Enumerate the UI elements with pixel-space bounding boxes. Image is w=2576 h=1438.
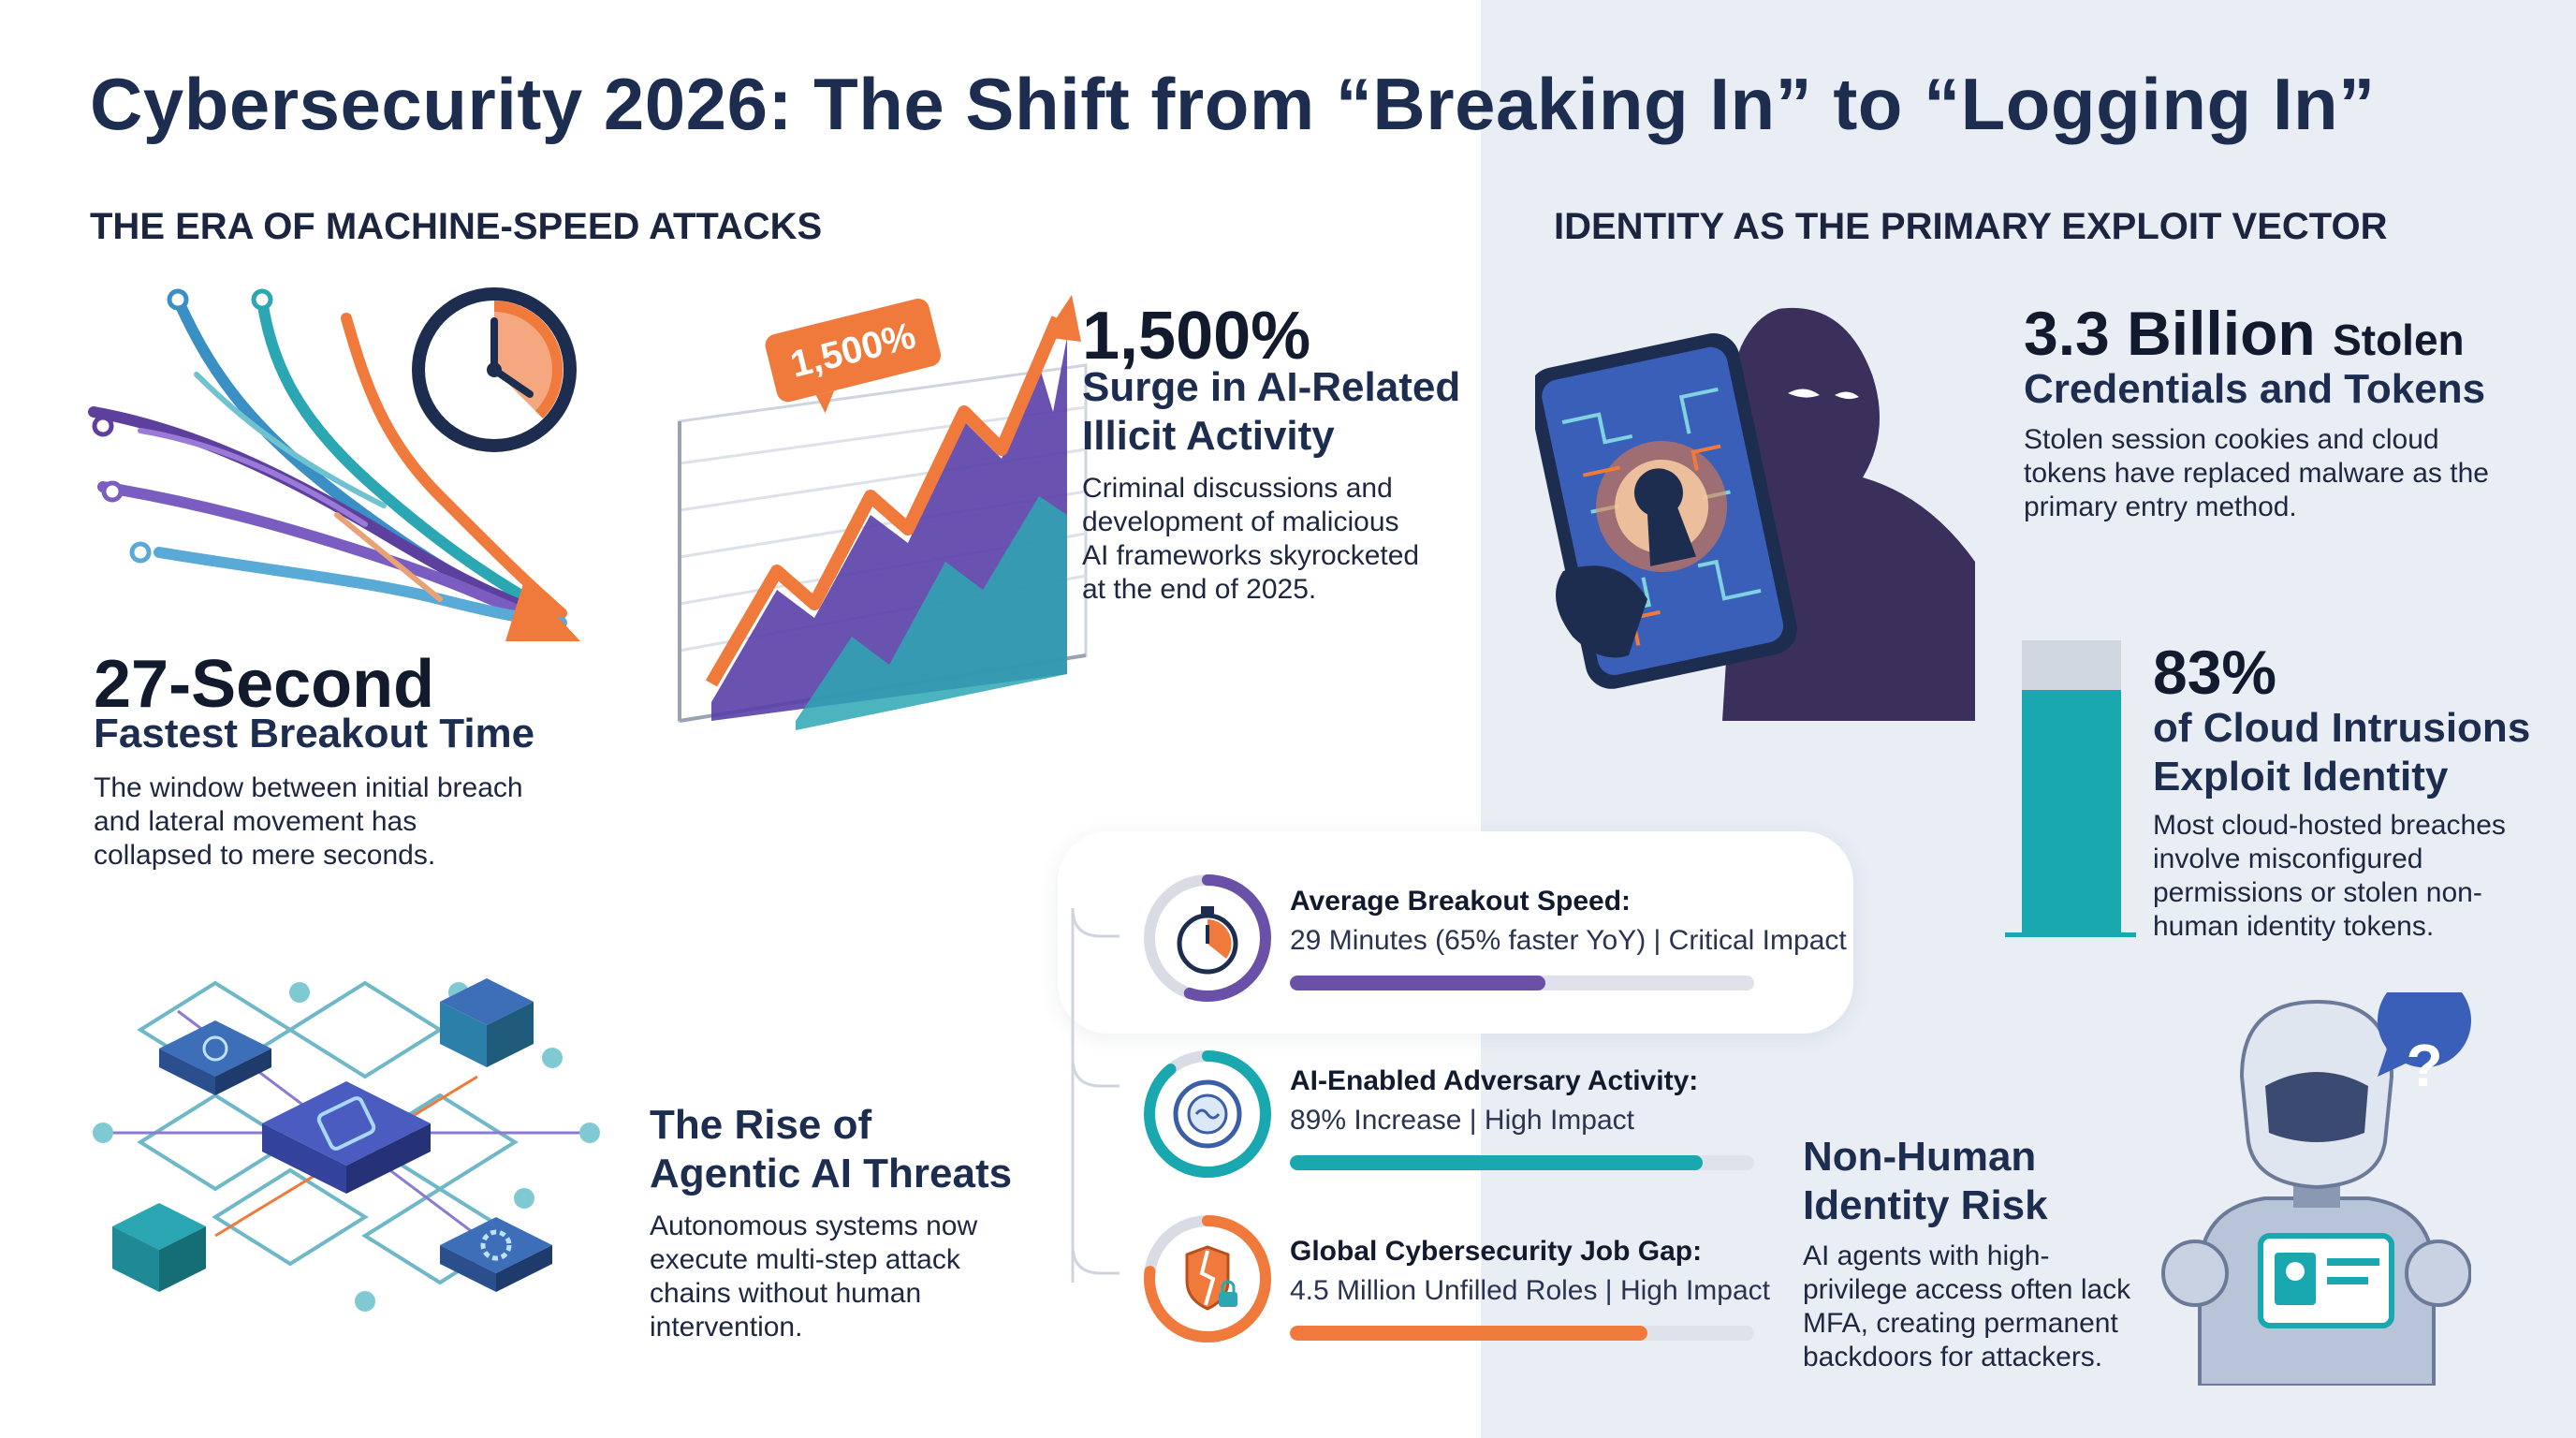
surge-description: Criminal discussions and development of m…	[1082, 473, 1420, 605]
metric-ring-breakout-speed	[1142, 873, 1273, 1004]
surge-stat: 1,500%	[1082, 299, 1311, 374]
metric-label-ai-adversary: AI-Enabled Adversary Activity:	[1290, 1065, 1699, 1096]
surge-subtitle: Surge in AI-Related Illicit Activity	[1082, 364, 1461, 459]
metric-bar-breakout-speed	[1290, 976, 1754, 990]
cloud-intrusion-bar-track	[2022, 640, 2121, 932]
hacker-phone-illustration	[1535, 307, 1975, 721]
cloud-description: Most cloud-hosted breaches involve miscon…	[2153, 810, 2506, 942]
metrics-bracket	[1071, 907, 1120, 1283]
credentials-stat: 3.3 Billion Stolen	[2024, 298, 2465, 369]
metric-label-breakout-speed: Average Breakout Speed:	[1290, 886, 1632, 917]
agentic-subtitle: The Rise of Agentic AI Threats	[650, 1102, 1013, 1196]
credentials-stat-bold: 3.3 Billion	[2024, 299, 2316, 368]
nonhuman-subtitle: Non-Human Identity Risk	[1803, 1134, 2048, 1228]
stopwatch-icon	[1177, 906, 1238, 975]
breakout-subtitle: Fastest Breakout Time	[94, 711, 535, 756]
metric-bar-job-gap	[1290, 1326, 1754, 1341]
svg-text:?: ?	[2406, 1032, 2442, 1099]
right-section-heading: IDENTITY AS THE PRIMARY EXPLOIT VECTOR	[1554, 206, 2388, 247]
cloud-bar-baseline	[2005, 932, 2136, 937]
cloud-stat: 83%	[2153, 638, 2277, 707]
metric-label-job-gap: Global Cybersecurity Job Gap:	[1290, 1236, 1703, 1267]
metric-value-ai-adversary: 89% Increase | High Impact	[1290, 1105, 1634, 1136]
breakout-description: The window between initial breach and lat…	[94, 772, 523, 871]
agentic-description: Autonomous systems now execute multi-step…	[650, 1211, 978, 1343]
ai-brain-icon	[1173, 1079, 1242, 1149]
cloud-intrusion-bar-fill	[2022, 690, 2121, 932]
agentic-network-illustration	[93, 978, 600, 1312]
metric-bar-ai-adversary	[1290, 1155, 1754, 1170]
credentials-description: Stolen session cookies and cloud tokens h…	[2024, 424, 2489, 522]
breakout-stat: 27-Second	[94, 647, 435, 722]
robot-id-badge-illustration: ?	[2161, 992, 2471, 1386]
broken-shield-lock-icon	[1185, 1245, 1237, 1311]
cloud-subtitle: of Cloud Intrusions Exploit Identity	[2153, 705, 2531, 800]
left-section-heading: THE ERA OF MACHINE-SPEED ATTACKS	[90, 206, 823, 247]
metric-ring-job-gap	[1142, 1213, 1273, 1344]
surge-chart-illustration: 1,500%	[678, 295, 1088, 730]
metric-value-breakout-speed: 29 Minutes (65% faster YoY) | Critical I…	[1290, 925, 1847, 956]
nonhuman-description: AI agents with high-privilege access oft…	[1803, 1240, 2131, 1372]
credentials-subtitle: Credentials and Tokens	[2024, 366, 2486, 412]
metric-ring-ai-adversary	[1142, 1049, 1273, 1180]
speed-streaks-clock-illustration	[88, 287, 580, 641]
credentials-stat-light: Stolen	[2333, 315, 2465, 364]
page-title: Cybersecurity 2026: The Shift from “Brea…	[90, 63, 2376, 145]
metric-value-job-gap: 4.5 Million Unfilled Roles | High Impact	[1290, 1275, 1771, 1306]
